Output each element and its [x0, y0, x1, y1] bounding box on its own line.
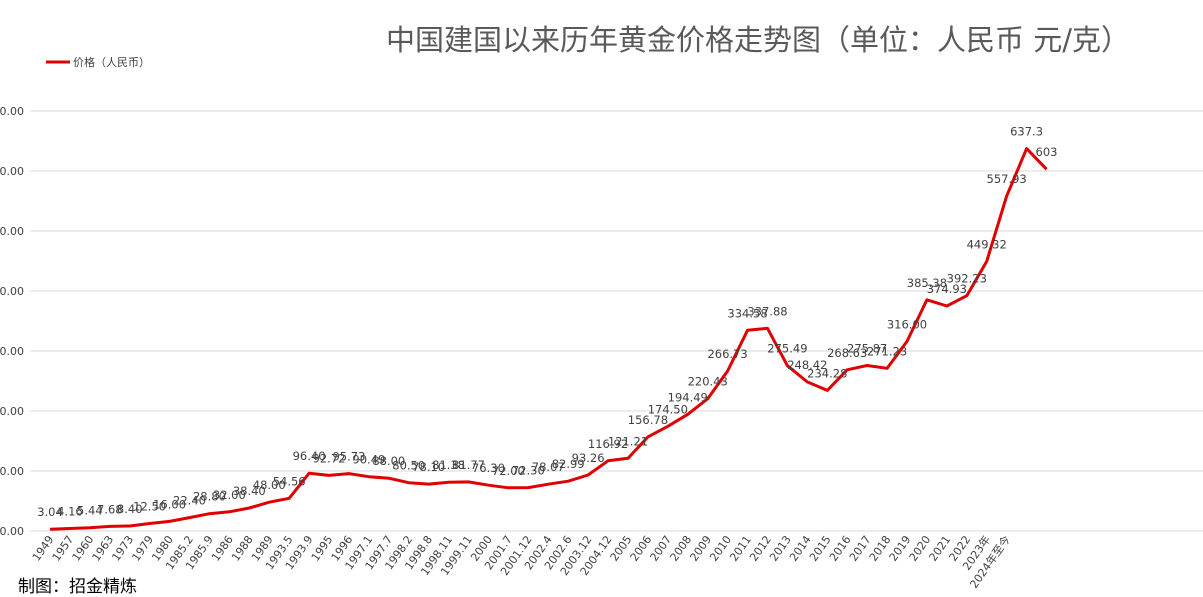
y-tick-label: 0.00 [0, 525, 24, 538]
y-tick-label: 300.00 [0, 345, 24, 358]
data-label: 78.07 [532, 460, 565, 474]
data-label: 82.99 [552, 457, 585, 471]
y-tick-label: 400.00 [0, 285, 24, 298]
data-label: 174.50 [648, 402, 688, 416]
data-label: 121.21 [608, 434, 648, 448]
data-label: 234.28 [807, 366, 847, 380]
plot-area [49, 147, 1048, 531]
y-tick-label: 500.00 [0, 225, 24, 238]
data-label: 4.16 [57, 505, 83, 519]
data-label: 316.00 [887, 317, 927, 331]
data-label: 93.26 [572, 451, 605, 465]
data-label: 116.92 [588, 437, 628, 451]
x-axis: 19491957196019631973197919801985.21985.9… [30, 533, 1013, 591]
data-label: 80.50 [392, 459, 425, 473]
data-label: 374.93 [927, 282, 967, 296]
data-label: 220.43 [688, 375, 728, 389]
data-label: 48.00 [253, 478, 286, 492]
data-label: 72.00 [492, 464, 525, 478]
y-axis: 0.00 100.00 200.00 300.00 400.00 500.00 600.00… [0, 105, 24, 538]
data-label: 334.58 [727, 306, 767, 320]
data-label: 5.44 [77, 504, 103, 518]
data-label: 76.30 [472, 461, 505, 475]
data-label: 268.63 [827, 346, 867, 360]
data-label: 271.23 [867, 344, 907, 358]
data-label: 81.77 [452, 458, 485, 472]
data-label: 275.87 [847, 341, 887, 355]
gridlines [30, 110, 1203, 532]
data-label: 337.88 [747, 304, 787, 318]
chart-credit: 制图：招金精炼 [18, 577, 137, 597]
data-label: 88.00 [372, 454, 405, 468]
data-label: 8.40 [117, 502, 143, 516]
data-label: 16.00 [153, 497, 186, 511]
data-label: 637.3 [1010, 125, 1043, 139]
data-label: 78.10 [412, 460, 445, 474]
data-label: 22.40 [173, 494, 206, 508]
y-tick-label: 200.00 [0, 405, 24, 418]
data-label: 156.78 [628, 413, 668, 427]
data-label: 95.73 [332, 450, 365, 464]
data-label: 81.38 [432, 458, 465, 472]
data-labels: 3.044.165.447.688.4012.5016.0022.4028.80… [37, 125, 1057, 520]
data-label: 92.72 [313, 451, 346, 465]
data-label: 3.04 [37, 505, 63, 519]
data-label: 557.93 [987, 172, 1027, 186]
data-label: 603 [1036, 145, 1058, 159]
chart-title: 中国建国以来历年黄金价格走势图（单位：人民币 元/克） [386, 23, 1130, 57]
data-label: 392.23 [947, 272, 987, 286]
data-label: 72.30 [512, 464, 545, 478]
legend: 价格（人民币） [46, 55, 150, 69]
data-label: 7.68 [97, 502, 123, 516]
data-label: 90.49 [352, 453, 385, 467]
legend-label: 价格（人民币） [73, 55, 150, 69]
price-line [49, 147, 1048, 531]
data-label: 38.40 [233, 484, 266, 498]
data-label: 275.49 [767, 342, 807, 356]
data-label: 266.73 [707, 347, 747, 361]
data-label: 32.00 [213, 488, 246, 502]
data-label: 12.50 [133, 500, 166, 514]
data-label: 248.42 [787, 358, 827, 372]
data-label: 96.40 [293, 449, 326, 463]
y-tick-label: 700.00 [0, 105, 24, 118]
data-label: 449.32 [967, 237, 1007, 251]
data-label: 194.49 [668, 390, 708, 404]
data-label: 28.80 [193, 490, 226, 504]
y-tick-label: 600.00 [0, 165, 24, 178]
data-label: 54.56 [273, 474, 306, 488]
y-tick-label: 100.00 [0, 465, 24, 478]
data-label: 385.38 [907, 276, 947, 290]
